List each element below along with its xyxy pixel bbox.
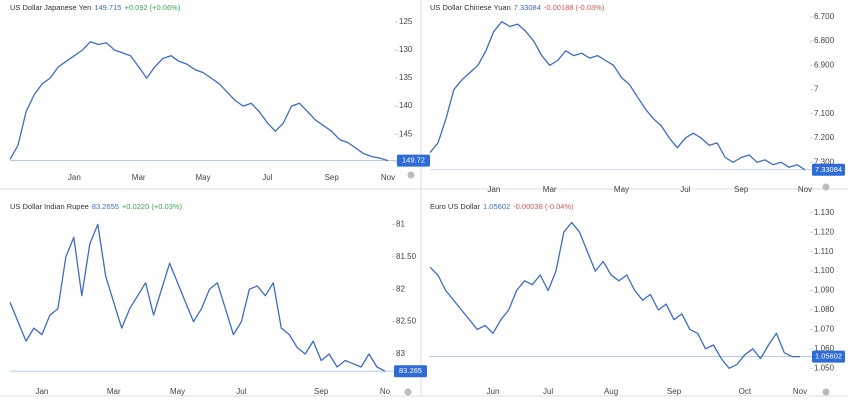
x-tick-label: Jul (543, 387, 553, 396)
title-name: Euro US Dollar (430, 202, 481, 211)
series-line (429, 221, 800, 369)
y-tick-label: 81 (396, 220, 405, 229)
price: 1.05602 (483, 202, 510, 211)
settings-icon (822, 183, 830, 191)
x-tick-label: Jul (680, 185, 690, 194)
change: -0.00038 (-0.04%) (513, 202, 574, 211)
y-tick-label: 81.50 (396, 252, 417, 261)
y-tick-label: 1.120 (814, 227, 835, 236)
x-tick-label: May (170, 387, 185, 396)
x-tick-label: Sep (667, 387, 682, 396)
x-tick-label: Jan (35, 387, 48, 396)
last-value-badge (397, 154, 430, 167)
x-tick-label: Mar (107, 387, 121, 396)
settings-icon (822, 388, 830, 396)
x-tick-label: Nov (793, 387, 807, 396)
y-tick-label: 1.090 (814, 286, 835, 295)
price: 7.33084 (514, 3, 541, 12)
change: -0.00188 (-0.03%) (544, 3, 605, 12)
y-tick-label: 1.050 (814, 363, 835, 372)
y-tick-label: 7.200 (814, 133, 835, 142)
y-tick-label: 145 (399, 129, 413, 138)
chart-title: US Dollar Indian Rupee 83.2655 +0.0220 (+0… (10, 202, 182, 211)
y-tick-label: 1.110 (814, 247, 834, 256)
x-tick-label: Nov (798, 185, 812, 194)
y-tick-label: 125 (399, 17, 413, 26)
last-value-label: 7.33084 (815, 165, 842, 174)
title-name: US Dollar Indian Rupee (10, 202, 89, 211)
x-tick-label: Jan (487, 185, 500, 194)
series-line (429, 21, 806, 171)
change: +0.0220 (+0.03%) (122, 202, 183, 211)
y-tick-label: 1.100 (814, 266, 835, 275)
price: 83.2655 (92, 202, 119, 211)
y-tick-label: 1.080 (814, 305, 835, 314)
y-tick-label: 7.100 (814, 109, 835, 118)
y-tick-label: 83 (396, 349, 405, 358)
last-value-label: 83.265 (399, 366, 422, 375)
x-tick-label: No (380, 387, 391, 396)
y-tick-label: 7.300 (814, 157, 835, 166)
settings-icon (404, 388, 412, 396)
x-tick-label: Sep (325, 173, 340, 182)
series-line (9, 41, 389, 162)
title-name: US Dollar Chinese Yuan (430, 3, 511, 12)
last-value-badge (812, 163, 845, 176)
y-tick-label: 82 (396, 284, 405, 293)
chart-title: Euro US Dollar 1.05602 -0.00038 (-0.04%) (430, 202, 574, 211)
y-tick-label: 82.50 (396, 317, 417, 326)
y-tick-label: 140 (399, 101, 413, 110)
last-value-badge (394, 365, 427, 378)
x-tick-label: Mar (132, 173, 146, 182)
x-tick-label: Mar (543, 185, 557, 194)
x-tick-label: Aug (604, 387, 618, 396)
x-tick-label: Nov (381, 173, 395, 182)
y-tick-label: 6.800 (814, 36, 835, 45)
chart-title: US Dollar Japanese Yen 149.715 +0.092 (+0.… (10, 3, 181, 12)
y-tick-label: 1.130 (814, 208, 835, 217)
x-tick-label: Jun (487, 387, 500, 396)
settings-icon (407, 171, 415, 179)
y-tick-label: 130 (399, 45, 413, 54)
title-name: US Dollar Japanese Yen (10, 3, 91, 12)
x-tick-label: Jan (68, 173, 81, 182)
chart-title: US Dollar Chinese Yuan 7.33084 -0.00188 (-… (430, 3, 605, 12)
x-tick-label: Oct (739, 387, 752, 396)
y-tick-label: 135 (399, 73, 413, 82)
change: +0.092 (+0.06%) (124, 3, 180, 12)
last-value-badge (812, 350, 845, 363)
x-tick-label: Jul (262, 173, 272, 182)
x-tick-label: May (195, 173, 210, 182)
x-tick-label: Jul (236, 387, 246, 396)
last-value-label: 149.72 (402, 156, 425, 165)
y-tick-label: 6.900 (814, 60, 835, 69)
x-tick-label: Sep (734, 185, 749, 194)
last-value-label: 1.05602 (815, 352, 842, 361)
y-tick-label: 7 (814, 85, 819, 94)
y-tick-label: 1.070 (814, 325, 835, 334)
series-line (9, 223, 386, 372)
x-tick-label: Sep (314, 387, 329, 396)
price: 149.715 (94, 3, 121, 12)
background (0, 0, 848, 396)
y-tick-label: 1.060 (814, 344, 835, 353)
x-tick-label: May (614, 185, 629, 194)
y-tick-label: 6.700 (814, 12, 835, 21)
